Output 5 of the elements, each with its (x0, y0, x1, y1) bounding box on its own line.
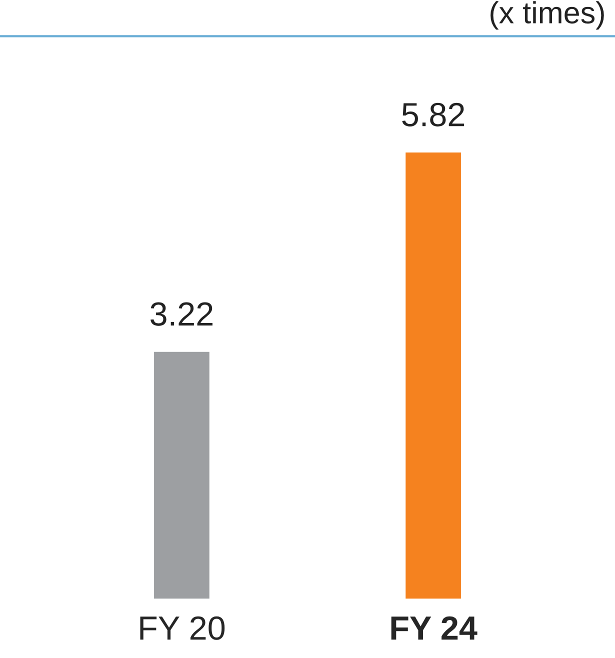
x-tick-label: FY 24 (391, 616, 478, 640)
x-tick-label: FY 20 (140, 616, 225, 640)
y-axis-title: (x times) (490, 1, 604, 30)
data-label: 5.82 (402, 102, 464, 126)
data-label: 3.22 (150, 302, 212, 326)
